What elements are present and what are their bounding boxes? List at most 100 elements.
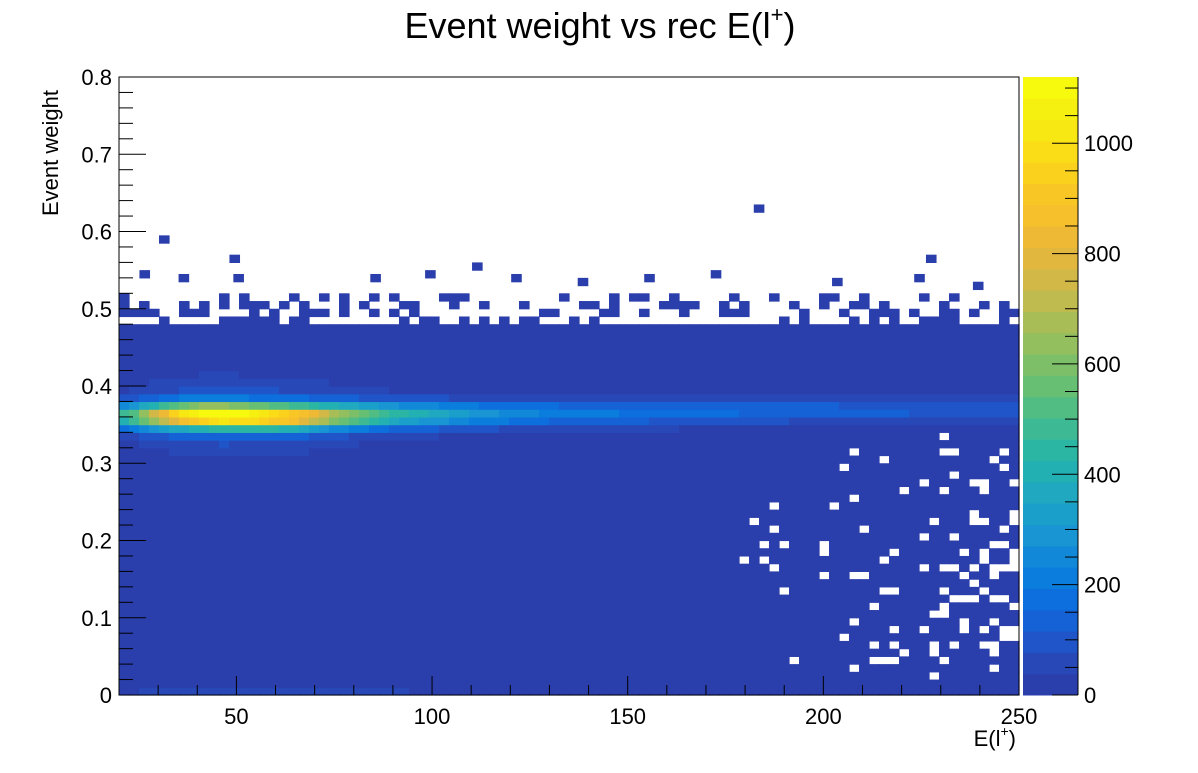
heatmap-bin (959, 671, 970, 681)
heatmap-bin (729, 393, 740, 403)
heatmap-bin (729, 548, 740, 557)
heatmap-bin (919, 440, 930, 449)
heatmap-bin (279, 679, 290, 688)
heatmap-bin (569, 602, 580, 611)
x-axis: 50 100 150 200 250 (118, 676, 1037, 729)
heatmap-bin (569, 401, 580, 410)
heatmap-bin (499, 679, 510, 688)
heatmap-bin (199, 594, 210, 603)
heatmap-bin (869, 571, 880, 580)
heatmap-bin (549, 594, 560, 603)
heatmap-bin (129, 386, 140, 395)
heatmap-bin (769, 440, 780, 449)
heatmap-bin (659, 532, 670, 542)
heatmap-bin (949, 525, 960, 534)
heatmap-bin (229, 648, 240, 657)
heatmap-bin (529, 424, 540, 433)
heatmap-bin (789, 555, 800, 565)
heatmap-bin (669, 648, 680, 657)
heatmap-bin (499, 463, 510, 472)
heatmap-bin (749, 324, 760, 333)
heatmap-bin (599, 432, 610, 441)
heatmap-bin (129, 501, 140, 511)
heatmap-bin (419, 424, 430, 433)
heatmap-bin (239, 347, 250, 356)
heatmap-bin (619, 687, 630, 696)
heatmap-bin (199, 664, 210, 673)
heatmap-bin (249, 355, 260, 364)
heatmap-bin (699, 563, 710, 572)
heatmap-bin (319, 671, 330, 681)
heatmap-bin (159, 401, 170, 410)
heatmap-bin (819, 656, 830, 665)
heatmap-bin (769, 548, 780, 557)
heatmap-bin (619, 679, 630, 688)
heatmap-bin (729, 602, 740, 611)
heatmap-bin (789, 347, 800, 356)
heatmap-bin (659, 617, 670, 627)
heatmap-bin (669, 324, 680, 333)
heatmap-bin (999, 355, 1010, 364)
heatmap-bin (209, 378, 220, 387)
heatmap-bin (219, 671, 230, 681)
heatmap-bin (509, 594, 520, 603)
heatmap-bin (129, 532, 140, 542)
heatmap-bin (179, 602, 190, 611)
heatmap-bin (379, 393, 390, 403)
heatmap-bin (969, 424, 980, 433)
heatmap-bin (419, 602, 430, 611)
heatmap-bin (789, 324, 800, 333)
heatmap-bin (249, 656, 260, 665)
heatmap-bin (579, 463, 590, 472)
heatmap-bin (369, 370, 380, 379)
heatmap-bin (799, 486, 810, 495)
heatmap-bin (979, 409, 990, 418)
heatmap-bin (589, 571, 600, 580)
heatmap-bin (589, 362, 600, 372)
heatmap-bin (219, 509, 230, 518)
heatmap-bin (549, 339, 560, 348)
heatmap-bin (339, 478, 350, 488)
heatmap-bin (259, 447, 270, 457)
heatmap-bin (239, 625, 250, 634)
heatmap-bin (989, 501, 1000, 511)
heatmap-bin (249, 424, 260, 433)
heatmap-bin (659, 540, 670, 549)
heatmap-bin (619, 633, 630, 642)
heatmap-bin (129, 432, 140, 441)
heatmap-bin (619, 602, 630, 611)
heatmap-bin (179, 409, 190, 418)
heatmap-bin (739, 362, 750, 372)
heatmap-bin (179, 671, 190, 681)
heatmap-bin (569, 687, 580, 696)
heatmap-bin (539, 633, 550, 642)
heatmap-bin (639, 563, 650, 572)
heatmap-bin (549, 470, 560, 480)
heatmap-bin (809, 455, 820, 464)
heatmap-bin (199, 401, 210, 410)
heatmap-bin (299, 378, 310, 387)
heatmap-bin (839, 393, 850, 403)
heatmap-bin (689, 548, 700, 557)
heatmap-bin (619, 331, 630, 341)
heatmap-bin (459, 610, 470, 619)
heatmap-bin (249, 671, 260, 681)
heatmap-bin (279, 571, 290, 580)
heatmap-bin (869, 316, 880, 325)
heatmap-bin (659, 602, 670, 611)
heatmap-bin (199, 370, 210, 379)
heatmap-bin (489, 324, 500, 333)
heatmap-bin (789, 339, 800, 348)
heatmap-bin (609, 455, 620, 464)
heatmap-bin (949, 416, 960, 426)
heatmap-bin (839, 664, 850, 673)
heatmap-bin (479, 401, 490, 410)
heatmap-bin (1009, 664, 1020, 673)
heatmap-bin (359, 640, 370, 650)
heatmap-bin (489, 579, 500, 588)
heatmap-bin (619, 355, 630, 364)
heatmap-bin (809, 424, 820, 433)
heatmap-bin (959, 386, 970, 395)
heatmap-bin (919, 640, 930, 650)
heatmap-bin (309, 401, 320, 410)
